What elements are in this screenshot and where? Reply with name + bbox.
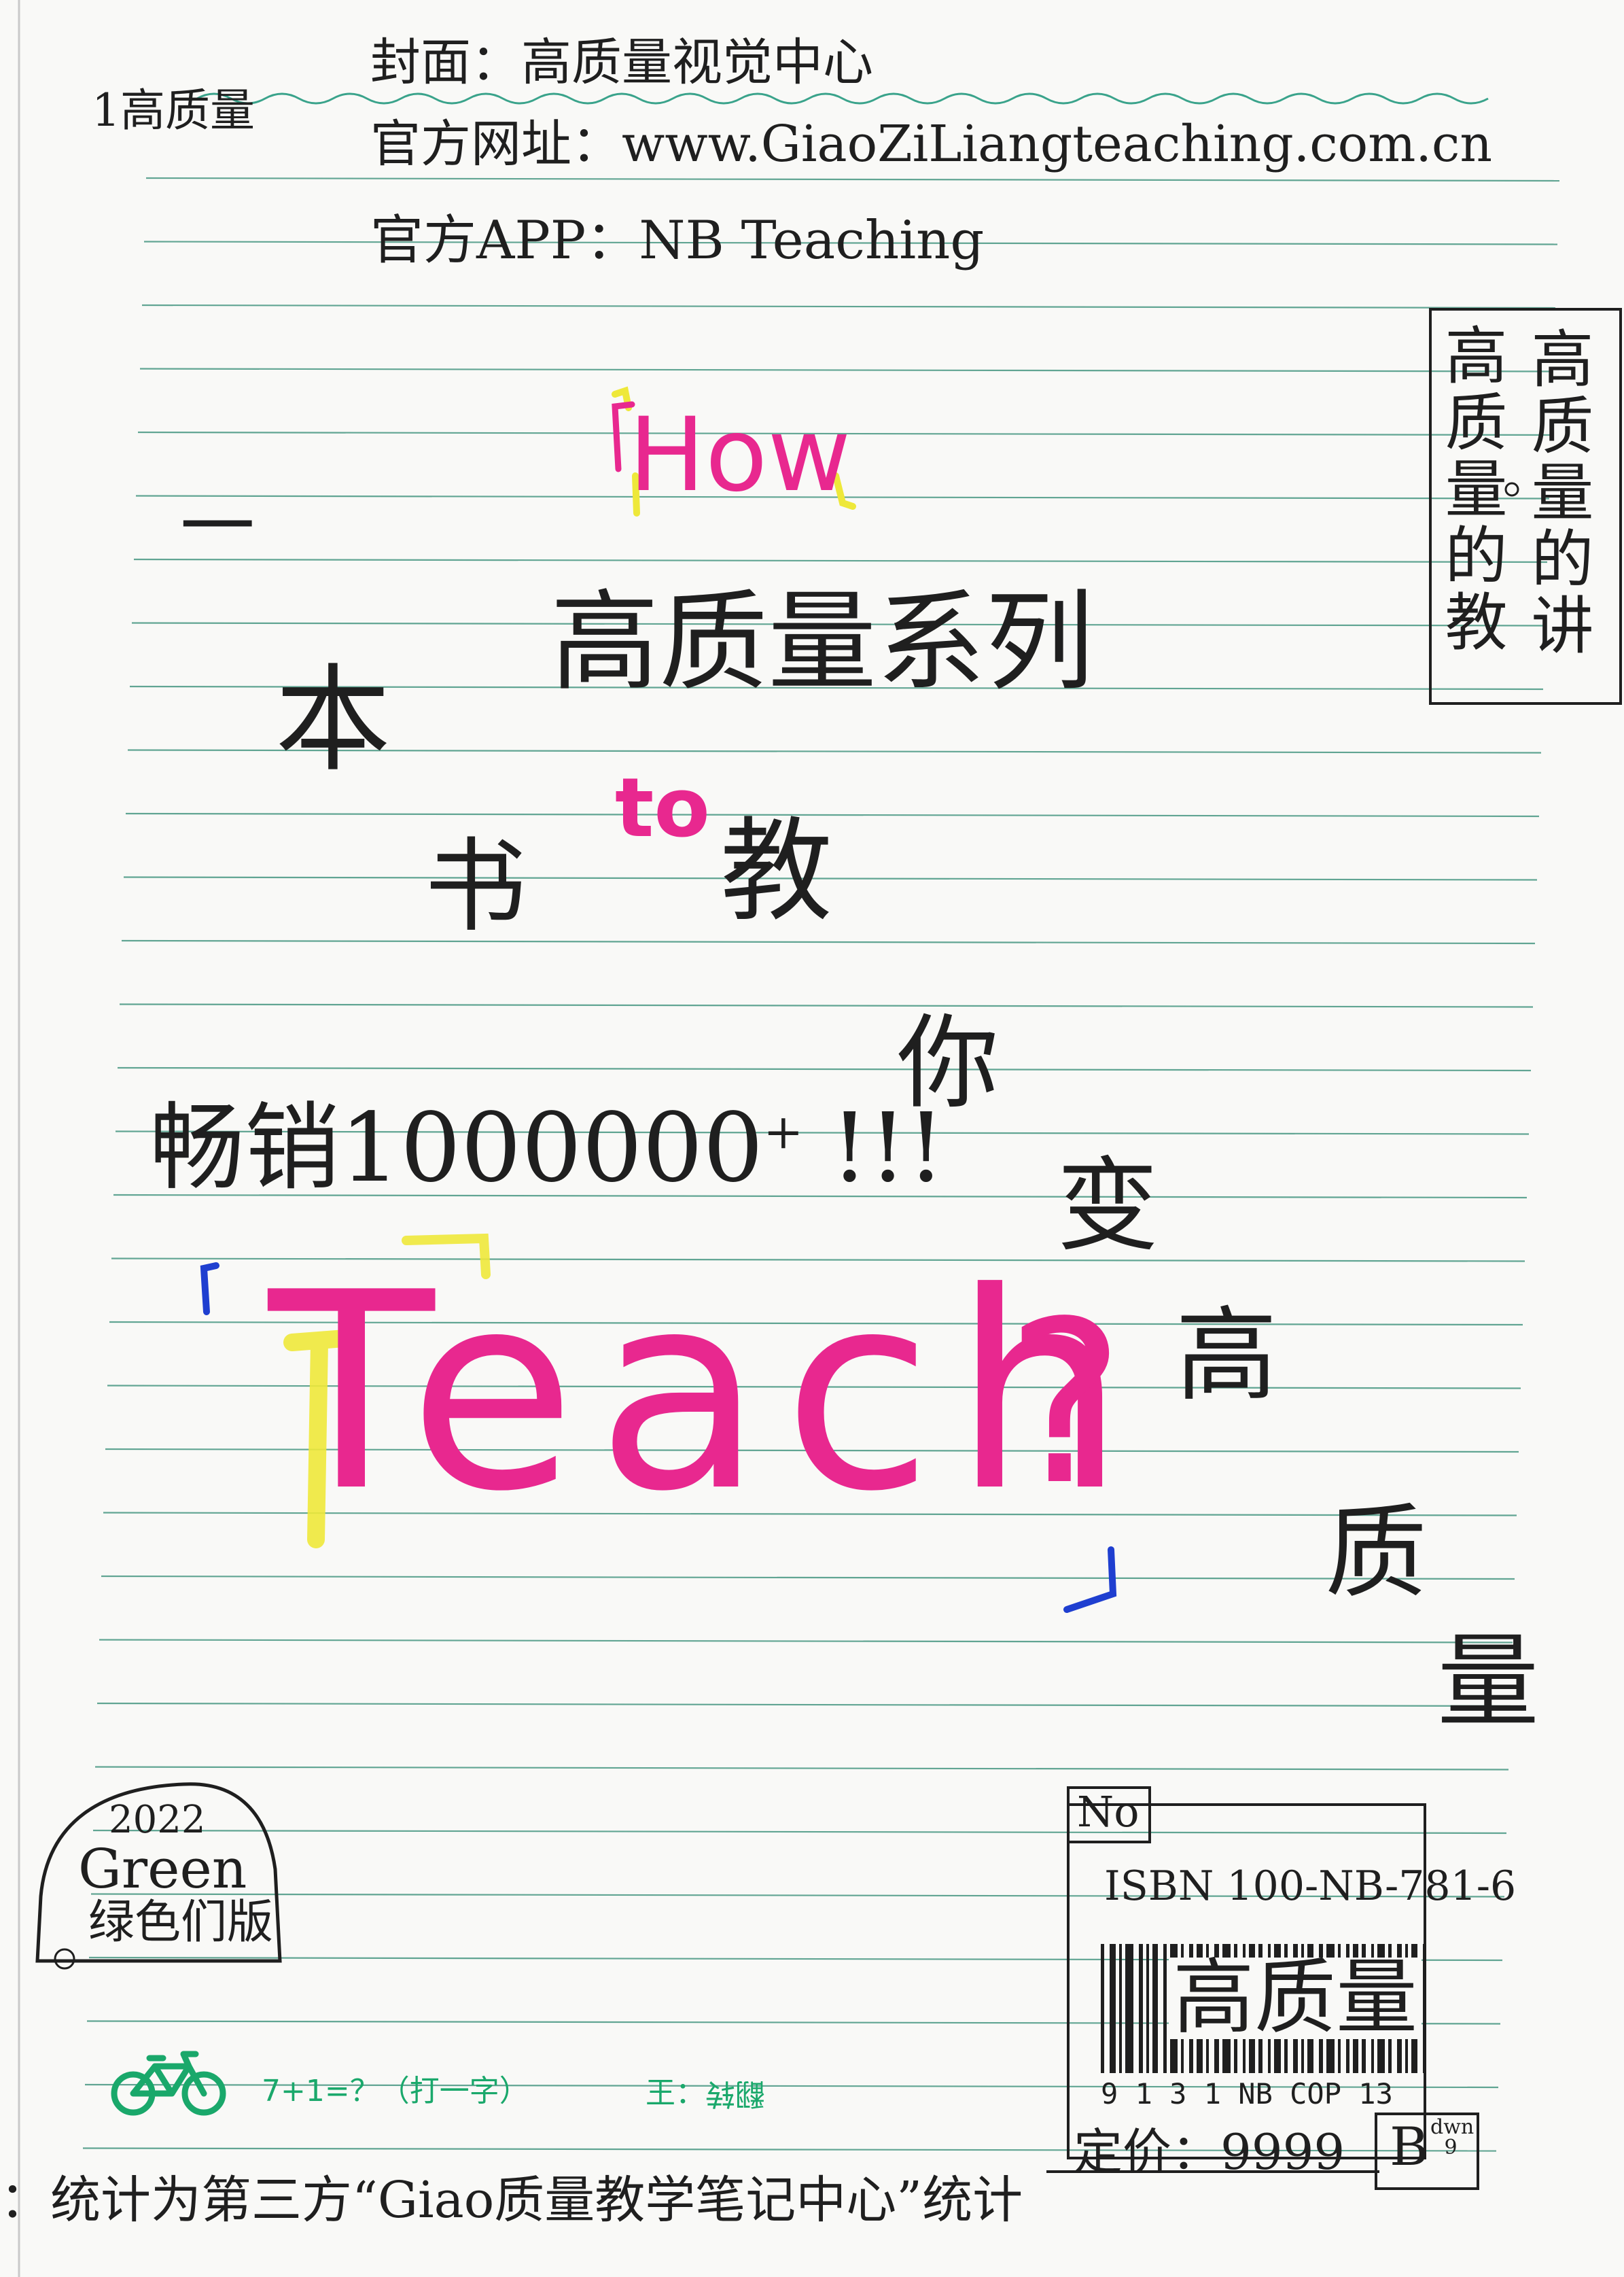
char-ben: 本 xyxy=(275,653,391,788)
rule-line xyxy=(84,2083,1499,2089)
yellow-highlight-t xyxy=(283,1329,362,1548)
barcode-bar xyxy=(1101,1944,1104,2073)
rule-line xyxy=(129,685,1544,691)
how-word: How xyxy=(629,396,851,515)
no-box xyxy=(1067,1786,1151,1843)
rule-line xyxy=(82,2147,1497,2152)
rule-line xyxy=(123,876,1538,881)
rule-line xyxy=(119,1003,1534,1008)
barcode-bar xyxy=(1119,1944,1122,2073)
side-box-frame xyxy=(1429,308,1622,705)
barcode-bar xyxy=(1163,1944,1167,2073)
sales-count: 畅销1000000+!!! xyxy=(149,1101,945,1196)
sales-text: 畅销1000000 xyxy=(149,1093,764,1204)
grade-box xyxy=(1375,2113,1479,2190)
char-gao: 高 xyxy=(1176,1297,1278,1415)
barcode-bar xyxy=(1423,1944,1426,2073)
dash-mark: 一 xyxy=(180,483,255,570)
barcode-bar xyxy=(1125,1944,1133,2073)
badge-year: 2022 xyxy=(109,1798,206,1842)
rule-line xyxy=(90,1893,1505,1898)
side-col-left: 高质量的教 xyxy=(1434,323,1507,656)
rule-line xyxy=(131,622,1546,627)
rule-line xyxy=(145,177,1560,182)
price-line: 定价：9999 xyxy=(1074,2123,1345,2180)
badge-word: Green xyxy=(78,1837,247,1900)
rule-line xyxy=(96,1702,1511,1707)
app-line: 官方APP：NB Teaching xyxy=(370,210,985,271)
rule-line xyxy=(139,368,1554,372)
barcode-bar xyxy=(1139,1944,1143,2073)
rule-line xyxy=(127,749,1542,754)
char-ni: 你 xyxy=(897,1005,1000,1123)
char-shu: 书 xyxy=(425,828,527,946)
rule-line xyxy=(107,1385,1521,1389)
grade-letter: B xyxy=(1390,2117,1429,2178)
isbn-line: ISBN 100-NB-781-6 xyxy=(1104,1862,1517,1910)
side-col-right: 高质量的讲 xyxy=(1521,326,1593,659)
barcode-bar xyxy=(1146,1944,1149,2073)
blue-bracket-close xyxy=(1063,1546,1117,1613)
char-zhi: 质 xyxy=(1325,1494,1428,1612)
grade-small: dwn 9 xyxy=(1430,2115,1475,2159)
rule-line xyxy=(121,939,1536,945)
badge-label: 绿色们版 xyxy=(88,1896,274,1949)
rule-line xyxy=(109,1321,1523,1326)
teach-question: ? xyxy=(1006,1273,1125,1534)
char-liang: 量 xyxy=(1437,1623,1540,1741)
no-label: No xyxy=(1077,1787,1140,1837)
stat-note: ：统计为第三方“Giao质量教学笔记中心”统计 xyxy=(0,2171,1023,2229)
wavy-header-line xyxy=(196,92,1489,105)
rule-line xyxy=(94,1766,1509,1771)
badge-outline xyxy=(35,1782,282,1963)
teach-word: Teach xyxy=(268,1235,1146,1551)
website-line: 官方网址：www.GiaoZiLiangteaching.com.cn xyxy=(370,115,1493,173)
barcode-bar xyxy=(1152,1944,1158,2073)
rule-line xyxy=(143,241,1558,245)
blue-bracket-open xyxy=(200,1262,219,1315)
rule-line xyxy=(113,1194,1528,1199)
rule-line xyxy=(92,1829,1507,1835)
rule-line xyxy=(105,1448,1519,1453)
cover-line: 封面：高质量视觉中心 xyxy=(370,33,873,92)
char-bian: 变 xyxy=(1057,1147,1159,1266)
barcode-digits: 9 1 3 1 NB COP 13 xyxy=(1101,2077,1393,2110)
pink-bracket-how-open xyxy=(612,401,635,472)
answer-value: 翻转 xyxy=(705,2076,765,2111)
series-title: 高质量系列 xyxy=(550,578,1095,706)
corner-mark: 1高质量 xyxy=(92,84,255,137)
barcode-chars: 高质量 xyxy=(1169,1958,1422,2039)
answer-label: 王： xyxy=(646,2076,705,2110)
yellow-highlight-top xyxy=(402,1233,491,1279)
char-jiao: 教 xyxy=(720,806,832,937)
riddle-text: 7+1=？（打一字） xyxy=(262,2074,529,2108)
rule-line xyxy=(133,558,1548,563)
sales-plus: + xyxy=(763,1104,804,1160)
sales-bang: !!! xyxy=(830,1093,945,1204)
rule-line xyxy=(103,1512,1517,1516)
rule-line xyxy=(111,1257,1525,1262)
rule-line xyxy=(141,304,1556,309)
rule-line xyxy=(137,431,1552,436)
rule-line xyxy=(125,812,1540,818)
rule-line xyxy=(117,1066,1532,1072)
riddle-answer: 王：翻转 xyxy=(646,2076,765,2111)
rule-line xyxy=(115,1130,1530,1135)
rule-line xyxy=(99,1639,1513,1644)
bicycle-icon xyxy=(111,2051,226,2116)
rule-line xyxy=(101,1575,1515,1580)
barcode-bar xyxy=(1110,1944,1116,2073)
to-word: to xyxy=(615,761,710,856)
